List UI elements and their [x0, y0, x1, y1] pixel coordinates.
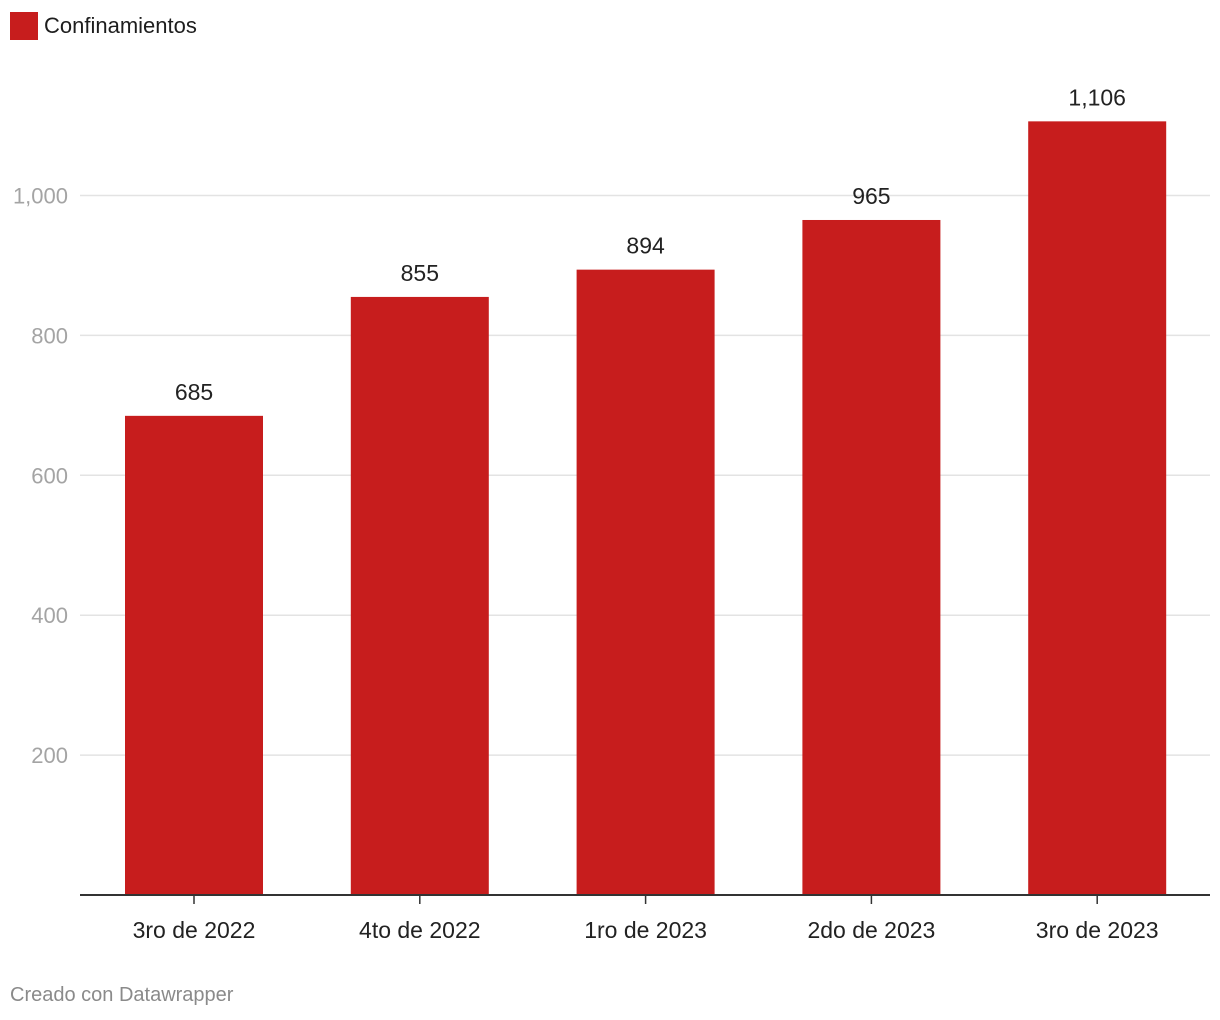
- y-tick-label: 800: [31, 323, 68, 348]
- data-label: 894: [626, 233, 665, 259]
- x-tick-label: 1ro de 2023: [584, 917, 707, 943]
- x-tick-label: 3ro de 2022: [133, 917, 256, 943]
- bar: [350, 296, 489, 895]
- y-tick-label: 400: [31, 603, 68, 628]
- y-axis-ticks: 200 400 600 800 1,000: [13, 184, 68, 769]
- bar: [125, 415, 263, 895]
- legend-swatch: [10, 12, 38, 40]
- y-tick-label: 200: [31, 743, 68, 768]
- x-tick-label: 3ro de 2023: [1036, 917, 1159, 943]
- footer-credit: Creado con Datawrapper: [10, 984, 234, 1006]
- y-tick-label: 600: [31, 463, 68, 488]
- x-tick-label: 4to de 2022: [359, 917, 481, 943]
- legend: Confinamientos: [10, 12, 197, 40]
- bar: [1028, 121, 1167, 895]
- bar: [802, 219, 941, 896]
- y-tick-label: 1,000: [13, 184, 68, 209]
- data-label: 685: [175, 379, 213, 405]
- data-label: 855: [401, 260, 439, 286]
- x-tick-label: 2do de 2023: [807, 917, 935, 943]
- labels: 685 3ro de 2022 855 4to de 2022 894 1ro de 20…: [133, 84, 1159, 943]
- data-label: 965: [852, 183, 890, 209]
- bar: [576, 269, 715, 896]
- legend-label: Confinamientos: [44, 13, 197, 38]
- data-label: 1,106: [1068, 84, 1126, 110]
- bar-chart: 200 400 600 800 1,000 685 3ro de 2022 855 4to d…: [13, 84, 1210, 943]
- x-axis: [80, 894, 1210, 904]
- bars: [125, 121, 1167, 896]
